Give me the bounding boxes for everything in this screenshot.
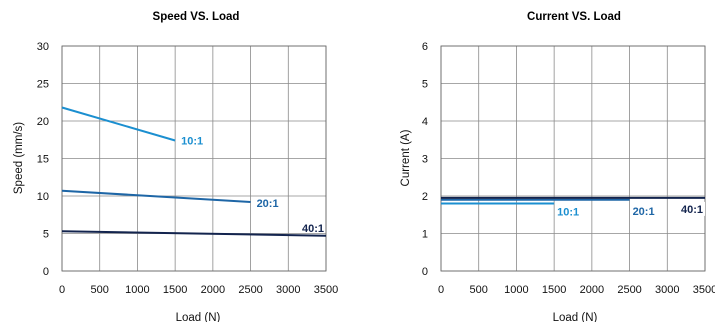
speed-vs-load-chart: Speed VS. Load 0 500 1000 1500 2000 2500 3000 3… [13, 11, 338, 322]
grid [61, 45, 327, 272]
x-tick-label: 1000 [125, 284, 149, 296]
x-tick-label: 2000 [580, 284, 604, 296]
chart-title: Current VS. Load [527, 11, 621, 23]
y-tick-label: 10 [37, 191, 49, 203]
x-tick-label: 500 [91, 284, 109, 296]
plot-frame [440, 45, 706, 272]
x-tick-label: 3500 [693, 284, 715, 296]
y-tick-label: 0 [43, 266, 49, 278]
series-line-40-to-1 [61, 230, 327, 237]
series-label: 20:1 [633, 206, 655, 218]
x-tick-label: 3000 [655, 284, 679, 296]
x-tick-label: 2000 [201, 284, 225, 296]
x-tick-labels: 0 500 1000 1500 2000 2500 3000 3500 [59, 284, 338, 296]
x-tick-label: 3500 [314, 284, 338, 296]
x-tick-label: 0 [438, 284, 444, 296]
y-tick-label: 2 [422, 191, 428, 203]
x-tick-label: 1500 [163, 284, 187, 296]
y-tick-label: 30 [37, 41, 49, 53]
series-line-20-to-1 [61, 189, 251, 203]
y-tick-labels: 0 1 2 3 4 5 6 [422, 41, 428, 278]
y-axis-label: Current (A) [400, 129, 412, 186]
series-label-bg [630, 203, 659, 218]
series-line-10-to-1 [61, 106, 176, 142]
series-label: 40:1 [681, 204, 703, 216]
series-labels: 10:1 20:1 40:1 [181, 136, 324, 235]
y-tick-label: 6 [422, 41, 428, 53]
series-label: 20:1 [257, 198, 279, 210]
current-vs-load-chart: Current VS. Load 0 500 1000 1500 2000 2500 300… [400, 11, 715, 322]
plot-frame [61, 45, 327, 272]
x-tick-labels: 0 500 1000 1500 2000 2500 3000 3500 [438, 284, 715, 296]
x-tick-label: 2500 [617, 284, 641, 296]
x-tick-label: 2500 [238, 284, 262, 296]
y-tick-label: 5 [422, 79, 428, 91]
chart-title: Speed VS. Load [153, 11, 240, 23]
series-label-bg [677, 201, 705, 216]
x-axis-label: Load (N) [553, 312, 598, 322]
series-label: 10:1 [557, 207, 579, 219]
series-label: 40:1 [302, 223, 324, 235]
series-lines [441, 196, 705, 205]
y-tick-label: 3 [422, 154, 428, 166]
y-tick-label: 0 [422, 266, 428, 278]
y-tick-label: 20 [37, 116, 49, 128]
y-tick-labels: 0 5 10 15 20 25 30 [37, 41, 49, 278]
y-tick-label: 5 [43, 229, 49, 241]
grid [440, 45, 706, 272]
x-tick-label: 0 [59, 284, 65, 296]
series-lines [61, 106, 327, 237]
series-label-bg [555, 204, 584, 219]
y-tick-label: 1 [422, 229, 428, 241]
y-tick-label: 25 [37, 79, 49, 91]
x-tick-label: 1500 [542, 284, 566, 296]
y-axis-label: Speed (mm/s) [13, 122, 25, 194]
x-tick-label: 3000 [276, 284, 300, 296]
series-label: 10:1 [181, 136, 203, 148]
x-axis-label: Load (N) [176, 312, 221, 322]
y-tick-label: 4 [422, 116, 428, 128]
series-labels: 10:1 20:1 40:1 [555, 201, 705, 219]
x-tick-label: 1000 [504, 284, 528, 296]
y-tick-label: 15 [37, 154, 49, 166]
x-tick-label: 500 [470, 284, 488, 296]
